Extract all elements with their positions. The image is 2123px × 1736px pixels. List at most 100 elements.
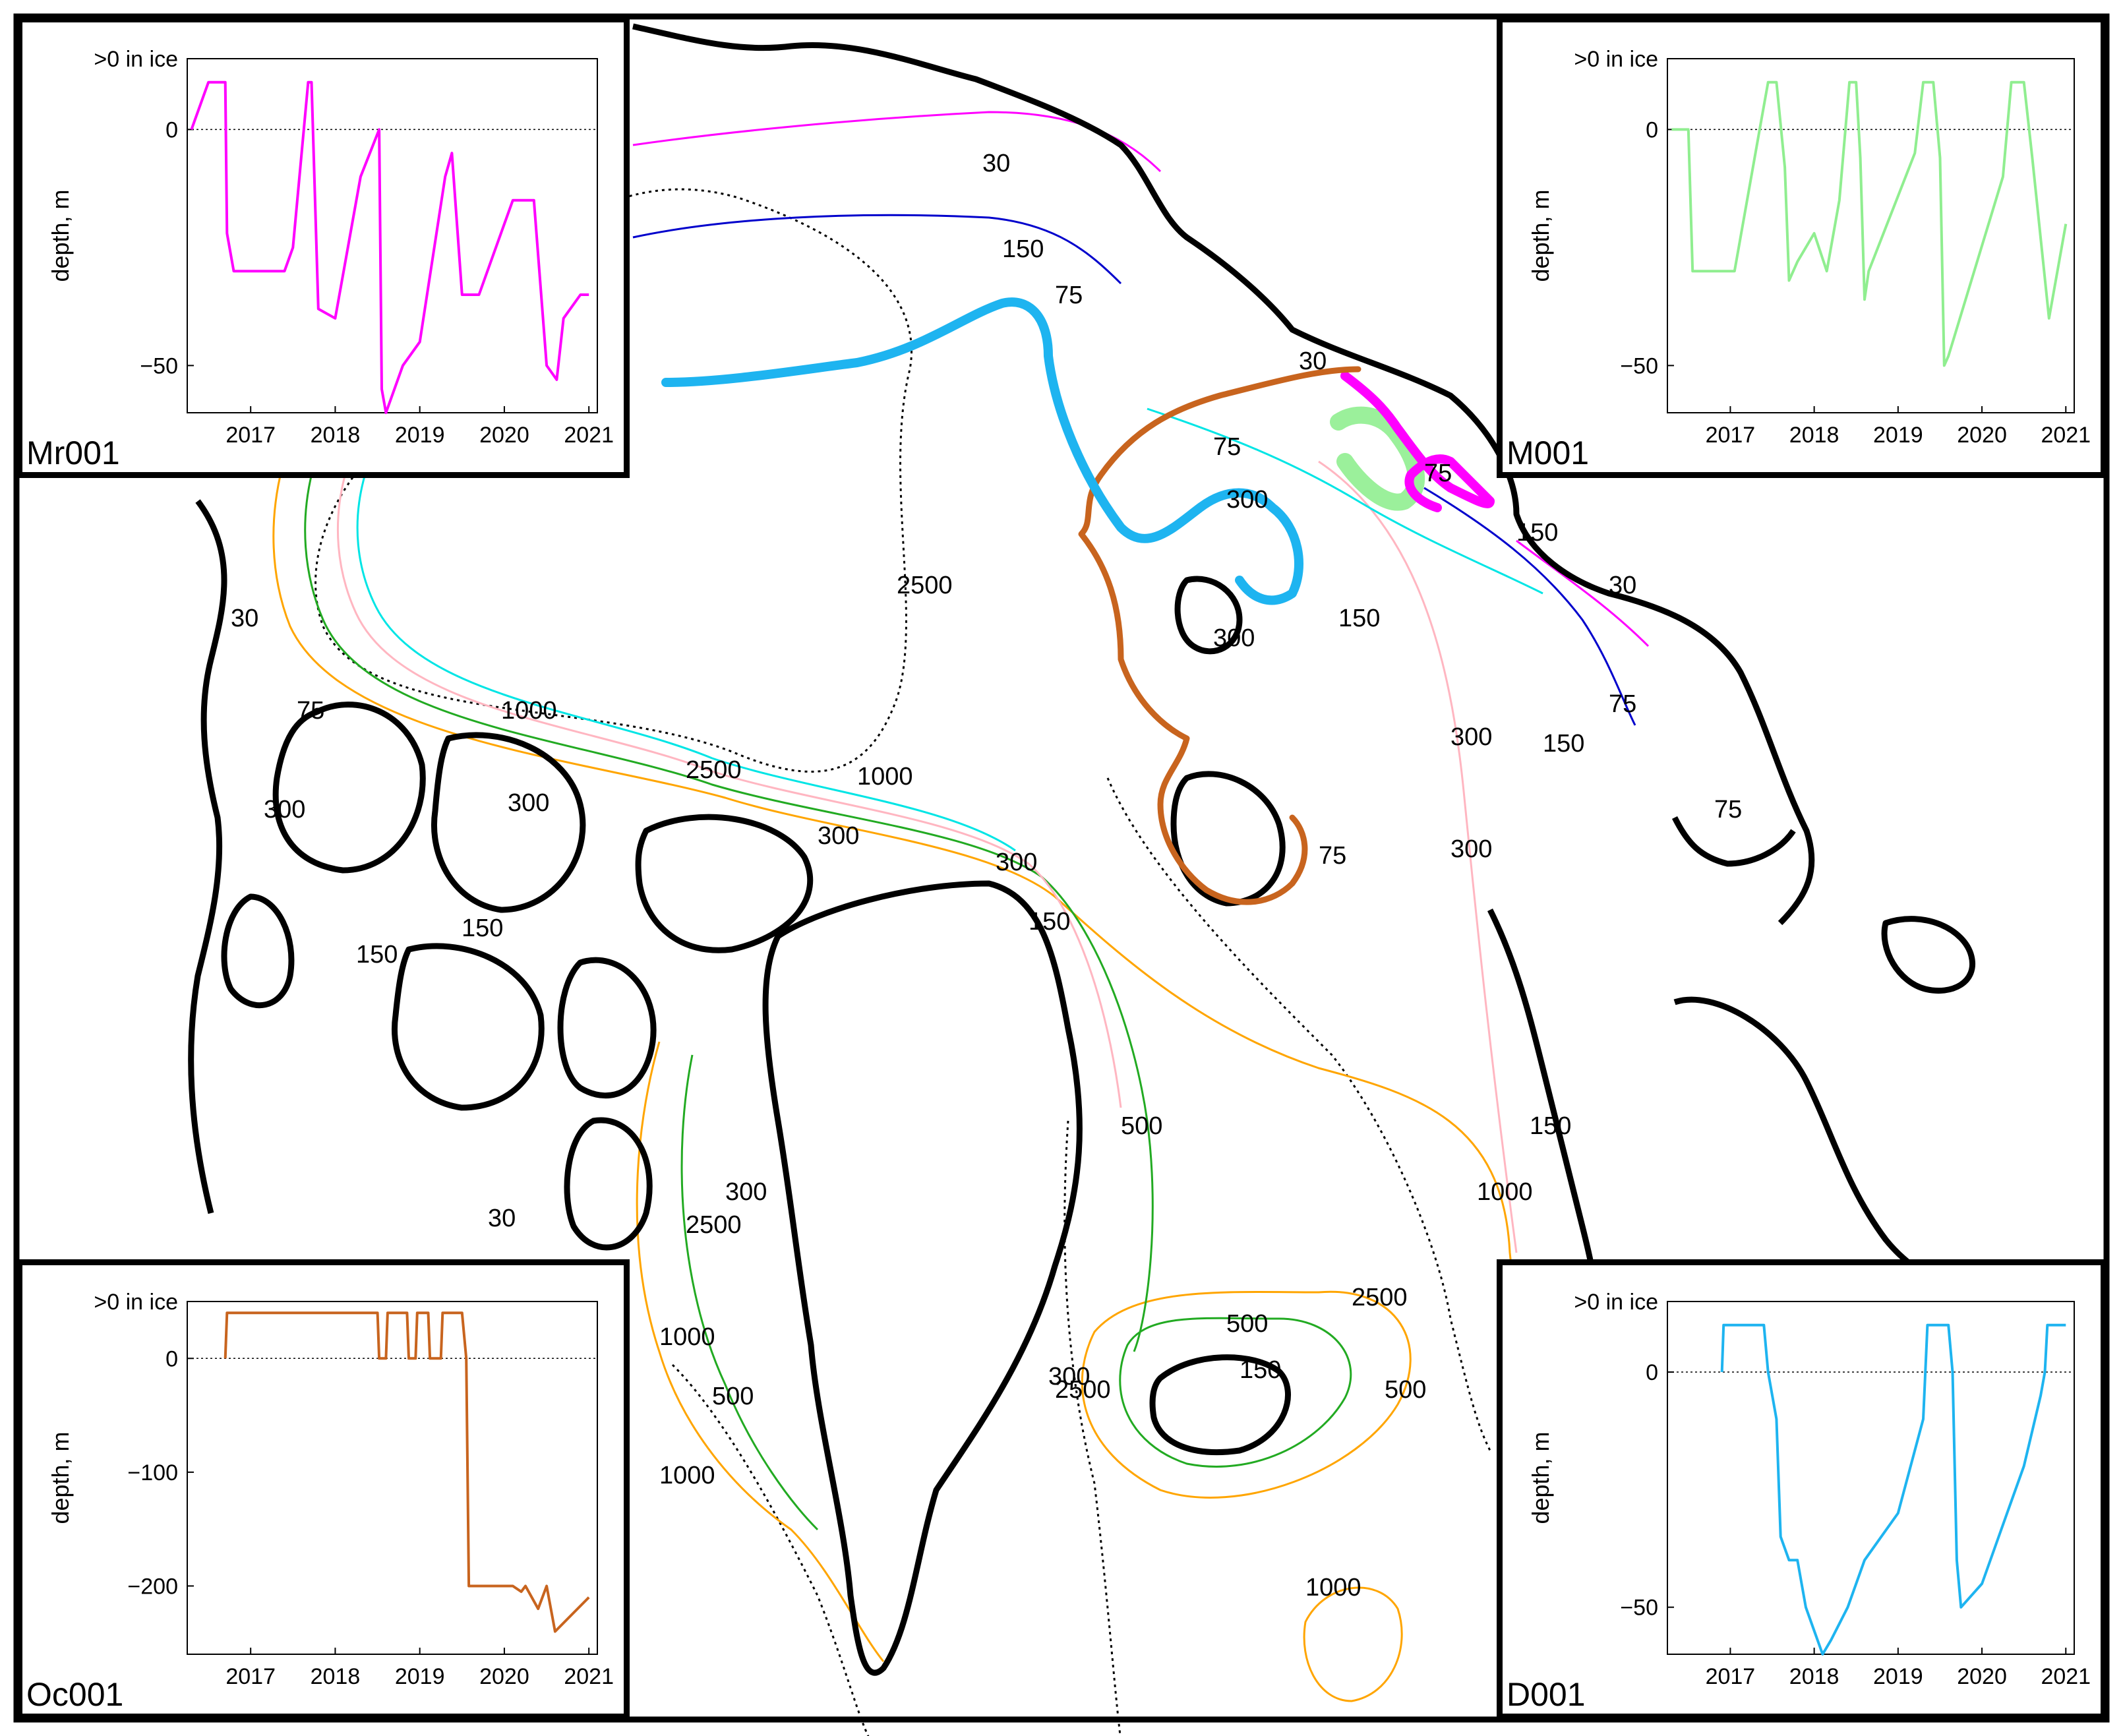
series-line-m001 bbox=[1671, 80, 2068, 367]
contour-label: 150 bbox=[1530, 1112, 1571, 1140]
plot-area bbox=[187, 58, 598, 413]
y-tick-label: 0 bbox=[165, 1346, 178, 1371]
contour-label: 75 bbox=[1319, 842, 1346, 870]
contour-label: 1000 bbox=[857, 763, 913, 791]
contour-label: 1000 bbox=[1477, 1178, 1533, 1206]
contour-500-b bbox=[1119, 1317, 1352, 1468]
eurasia-coast bbox=[632, 23, 1815, 926]
contour-label: 300 bbox=[1450, 835, 1492, 863]
contour-label: 500 bbox=[712, 1383, 754, 1410]
greenland-coast bbox=[762, 880, 1083, 1676]
x-tick-label: 2020 bbox=[1957, 423, 2007, 448]
series-line-oc001 bbox=[224, 1311, 590, 1633]
contour-label: 300 bbox=[996, 849, 1037, 876]
contour-label: 30 bbox=[1609, 572, 1636, 599]
contour-300-b bbox=[1318, 460, 1518, 1253]
x-tick-label: 2018 bbox=[1789, 1664, 1839, 1689]
plot-area bbox=[1667, 58, 2075, 413]
archipelago-coast-2 bbox=[431, 732, 586, 913]
contour-label: 75 bbox=[297, 697, 324, 725]
y-tick-label: −50 bbox=[1620, 353, 1658, 378]
contour-label: 2500 bbox=[1055, 1376, 1111, 1404]
inset-label: Mr001 bbox=[26, 434, 120, 471]
inset-mr001: >0 in ice 0 −50 2017 2018 2019 2020 2021 depth, … bbox=[16, 16, 630, 478]
contour-label: 300 bbox=[1450, 723, 1492, 751]
archipelago-coast-4 bbox=[392, 943, 545, 1111]
contour-2500 bbox=[314, 188, 912, 773]
iceland-coast bbox=[1149, 1354, 1291, 1456]
inset-d001: >0 in ice 0 −50 2017 2018 2019 2020 2021 depth, … bbox=[1497, 1259, 2107, 1720]
contour-label: 300 bbox=[264, 796, 305, 823]
x-tick-label: 2018 bbox=[311, 1664, 361, 1689]
y-tick-label: 0 bbox=[165, 117, 178, 142]
contour-1000 bbox=[272, 328, 1570, 1399]
archipelago-coast-7 bbox=[564, 1117, 653, 1251]
drifter-tracks bbox=[661, 297, 1495, 905]
x-tick-label: 2017 bbox=[225, 1664, 276, 1689]
x-tick-label: 2019 bbox=[1873, 423, 1923, 448]
contour-label: 2500 bbox=[1352, 1284, 1408, 1311]
y-axis-label: depth, m bbox=[1527, 189, 1554, 282]
contour-label: 2500 bbox=[897, 572, 953, 599]
x-tick-label: 2019 bbox=[395, 1664, 445, 1689]
contour-label: 30 bbox=[231, 605, 258, 632]
contour-label: 150 bbox=[1516, 519, 1558, 547]
contour-label: 75 bbox=[1609, 690, 1636, 718]
contour-label: 2500 bbox=[686, 756, 742, 784]
contour-label: 500 bbox=[1121, 1112, 1162, 1140]
contour-label: 150 bbox=[1543, 730, 1584, 758]
plot-area bbox=[1667, 1301, 2075, 1655]
contour-label: 30 bbox=[982, 150, 1010, 177]
contour-label: 300 bbox=[818, 822, 859, 850]
contour-label: 1000 bbox=[501, 697, 557, 725]
map-frame bbox=[13, 13, 2110, 1723]
contour-label: 2500 bbox=[686, 1211, 742, 1239]
archipelago-coast-3 bbox=[635, 814, 814, 953]
y-axis-label: depth, m bbox=[1527, 1431, 1554, 1524]
contour-150 bbox=[356, 368, 1016, 852]
contour-labels: 2500 2500 2500 2500 2500 1000 1000 1000 … bbox=[231, 150, 1742, 1601]
y-tick-label: −50 bbox=[1620, 1596, 1658, 1621]
x-tick-label: 2017 bbox=[1706, 1664, 1756, 1689]
coastlines bbox=[188, 23, 2099, 1676]
novaya-zemlya-coast bbox=[1671, 816, 1796, 867]
contour-300 bbox=[336, 355, 1122, 1108]
x-tick-label: 2017 bbox=[1706, 423, 1756, 448]
contour-500-c bbox=[680, 1054, 819, 1531]
plot-area bbox=[187, 1301, 598, 1655]
contour-label: 300 bbox=[1226, 486, 1268, 514]
x-tick-label: 2021 bbox=[564, 1664, 614, 1689]
y-tick-label: −100 bbox=[127, 1460, 178, 1485]
track-mr001 bbox=[1340, 371, 1495, 512]
archipelago-coast-1 bbox=[272, 702, 426, 874]
north-america-coast bbox=[188, 499, 227, 1214]
contour-75-b bbox=[1423, 487, 1636, 726]
ice-label: >0 in ice bbox=[1574, 1290, 1658, 1315]
contour-label: 300 bbox=[1048, 1363, 1090, 1391]
contour-500 bbox=[304, 342, 1154, 1352]
contour-2500-d bbox=[1063, 1120, 1121, 1736]
y-tick-label: 0 bbox=[1646, 117, 1658, 142]
ice-label: >0 in ice bbox=[1574, 47, 1658, 72]
contour-label: 150 bbox=[462, 914, 503, 942]
inset-label: Oc001 bbox=[26, 1676, 124, 1713]
x-tick-label: 2018 bbox=[1789, 423, 1839, 448]
inset-plot-oc001: >0 in ice 0 −100 −200 2017 2018 2019 2020 2021 de… bbox=[47, 1290, 614, 1689]
ice-label: >0 in ice bbox=[94, 47, 178, 72]
contour-1000-d bbox=[1303, 1586, 1403, 1702]
x-tick-label: 2017 bbox=[225, 423, 276, 448]
x-tick-label: 2021 bbox=[564, 423, 614, 448]
kola-coast bbox=[1881, 916, 1975, 994]
contour-label: 75 bbox=[1213, 433, 1241, 461]
contour-label: 75 bbox=[1055, 282, 1083, 309]
contour-150-b bbox=[1147, 407, 1543, 595]
x-tick-label: 2019 bbox=[395, 423, 445, 448]
inset-m001: >0 in ice 0 −50 2017 2018 2019 2020 2021 depth, … bbox=[1497, 16, 2107, 478]
series-line-d001 bbox=[1720, 1323, 2066, 1656]
contour-label: 300 bbox=[1213, 624, 1255, 652]
inset-label: D001 bbox=[1507, 1676, 1586, 1713]
contour-label: 150 bbox=[356, 941, 398, 969]
bathymetry-contours bbox=[272, 111, 1650, 1736]
x-tick-label: 2020 bbox=[479, 423, 529, 448]
y-axis-label: depth, m bbox=[47, 189, 74, 282]
